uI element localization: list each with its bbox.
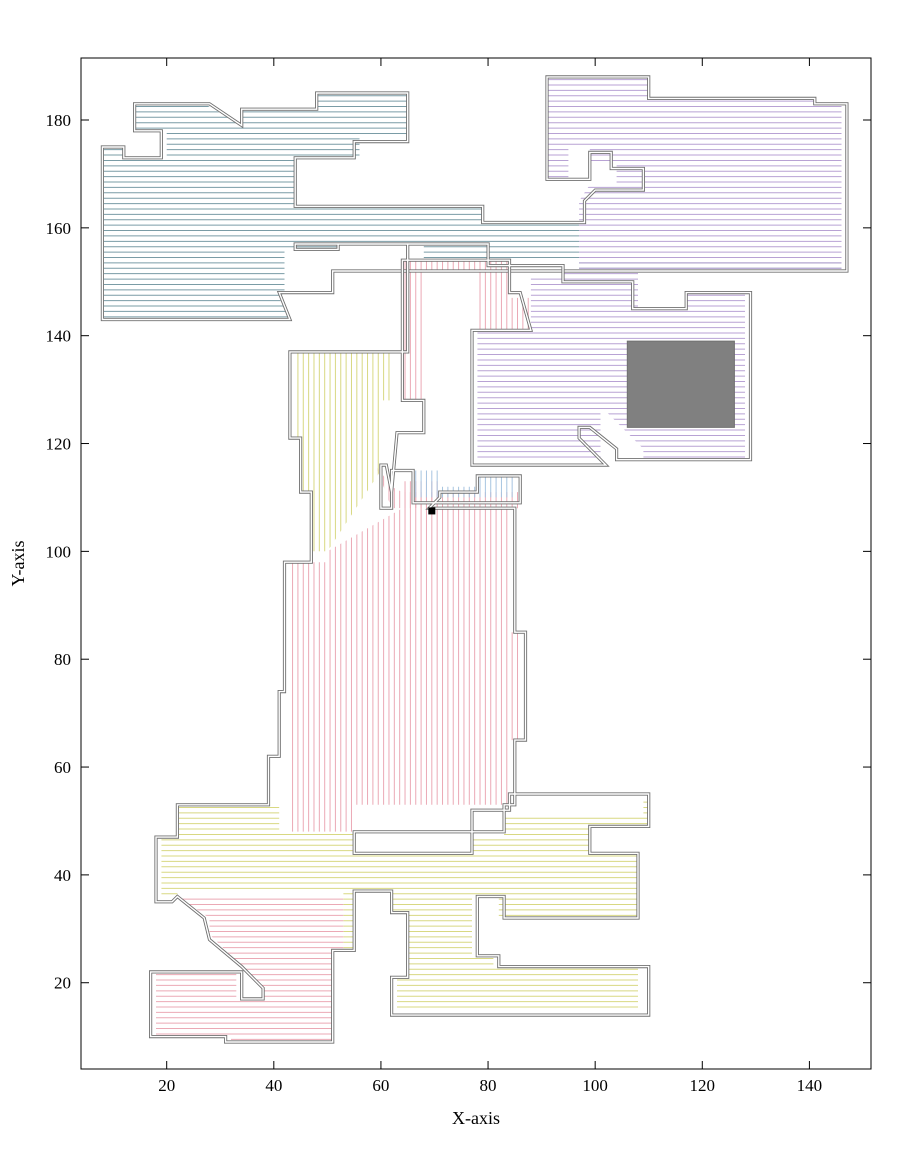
y-tick-label: 140 bbox=[46, 327, 72, 346]
x-tick-label: 40 bbox=[265, 1076, 282, 1095]
x-tick-label: 120 bbox=[690, 1076, 716, 1095]
region-boundaries bbox=[100, 75, 849, 1044]
y-tick-label: 20 bbox=[54, 974, 71, 993]
y-tick-label: 180 bbox=[46, 111, 72, 130]
start-point bbox=[428, 507, 436, 515]
x-tick-label: 140 bbox=[797, 1076, 823, 1095]
coverage-region bbox=[156, 898, 344, 1040]
y-axis-label: Y-axis bbox=[8, 541, 28, 587]
boundary-inner bbox=[149, 243, 752, 1043]
coverage-regions bbox=[102, 79, 842, 1040]
obstacle bbox=[626, 340, 735, 428]
boundary-inner bbox=[101, 76, 848, 321]
x-tick-label: 60 bbox=[372, 1076, 389, 1095]
y-tick-label: 80 bbox=[54, 650, 71, 669]
y-tick-label: 100 bbox=[46, 542, 72, 561]
x-tick-label: 100 bbox=[582, 1076, 608, 1095]
axis-ticks: 20 40 60 80 100 120 140 20 40 60 80 100 120 140 160 180 bbox=[46, 58, 871, 1095]
x-tick-label: 80 bbox=[480, 1076, 497, 1095]
plot-frame bbox=[80, 57, 872, 1070]
obstacles bbox=[626, 340, 735, 428]
y-tick-label: 160 bbox=[46, 219, 72, 238]
y-tick-label: 40 bbox=[54, 866, 71, 885]
y-tick-label: 60 bbox=[54, 758, 71, 777]
x-tick-label: 20 bbox=[158, 1076, 175, 1095]
coverage-region bbox=[292, 492, 519, 832]
x-axis-label: X-axis bbox=[452, 1108, 500, 1128]
y-tick-label: 120 bbox=[46, 435, 72, 454]
start-marker bbox=[428, 507, 436, 515]
